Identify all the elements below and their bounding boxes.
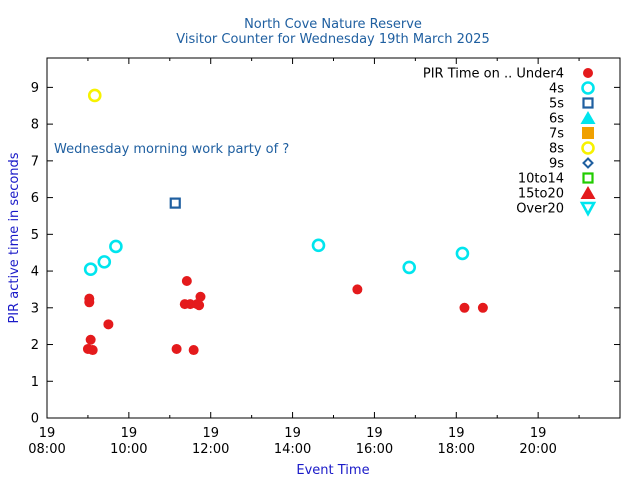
point-4s <box>402 260 417 275</box>
x-tick-day-label: 19 <box>121 426 138 441</box>
legend-marker-9s <box>582 157 594 169</box>
legend-marker-4s <box>581 81 595 95</box>
x-tick-time-label: 20:00 <box>519 442 556 457</box>
y-tick-label: 7 <box>31 154 39 169</box>
point-under4 <box>195 291 206 302</box>
legend-marker-under4 <box>583 68 593 78</box>
x-tick-day-label: 19 <box>448 426 465 441</box>
legend-marker-over20 <box>579 201 597 217</box>
legend-marker-7s <box>582 127 594 139</box>
x-tick-time-label: 14:00 <box>274 442 311 457</box>
plot-frame <box>46 57 621 419</box>
point-under4 <box>194 300 205 311</box>
point-under4 <box>352 284 363 295</box>
y-tick-label: 3 <box>31 301 39 316</box>
legend-label-5s: 5s <box>549 97 564 112</box>
x-tick-day-label: 19 <box>530 426 547 441</box>
legend-marker-8s <box>581 141 595 155</box>
legend-label-8s: 8s <box>549 142 564 157</box>
point-under4 <box>103 319 114 330</box>
point-under4 <box>85 334 96 345</box>
legend-label-under4: PIR Time on .. Under4 <box>423 67 564 82</box>
legend-label-over20: Over20 <box>516 202 564 217</box>
chart-title: North Cove Nature Reserve <box>244 17 422 32</box>
axes-ticks <box>46 58 621 419</box>
x-tick-time-label: 16:00 <box>356 442 393 457</box>
point-under4 <box>171 343 182 354</box>
y-tick-label: 2 <box>31 338 39 353</box>
point-4s <box>311 238 326 253</box>
y-tick-label: 6 <box>31 191 39 206</box>
x-tick-day-label: 19 <box>39 426 56 441</box>
y-tick-label: 5 <box>31 228 39 243</box>
x-tick-time-label: 18:00 <box>438 442 475 457</box>
y-tick-label: 0 <box>31 412 39 427</box>
chart-annotation: Wednesday morning work party of ? <box>54 142 289 157</box>
y-tick-label: 8 <box>31 118 39 133</box>
point-4s <box>97 255 112 269</box>
point-4s <box>109 239 123 254</box>
legend-marker-6s <box>580 111 596 124</box>
y-tick-label: 4 <box>31 265 39 280</box>
point-under4 <box>188 345 199 356</box>
x-tick-time-label: 08:00 <box>28 442 65 457</box>
legend-marker-10to14 <box>582 172 594 184</box>
point-under4 <box>181 275 192 286</box>
legend-label-9s: 9s <box>549 157 564 172</box>
y-axis-label: PIR active time in seconds <box>7 152 22 323</box>
y-tick-label: 1 <box>31 375 39 390</box>
x-tick-time-label: 12:00 <box>192 442 229 457</box>
x-tick-time-label: 10:00 <box>110 442 147 457</box>
legend-label-15to20: 15to20 <box>518 187 564 202</box>
point-4s <box>455 246 470 261</box>
legend-label-4s: 4s <box>549 82 564 97</box>
data-points <box>82 88 488 356</box>
legend: PIR Time on .. Under44s5s6s7s8s9s10to141… <box>423 67 597 217</box>
legend-marker-15to20 <box>580 186 596 199</box>
x-tick-day-label: 19 <box>366 426 383 441</box>
point-under4 <box>477 302 488 313</box>
legend-label-10to14: 10to14 <box>518 172 564 187</box>
x-axis-label: Event Time <box>296 463 369 478</box>
point-5s <box>169 197 181 209</box>
y-tick-labels: 0 1 2 3 4 5 6 7 8 9 <box>31 81 39 427</box>
point-under4 <box>84 293 95 304</box>
legend-label-6s: 6s <box>549 112 564 127</box>
x-tick-labels: 1908:001910:001912:001914:001916:001918:… <box>28 426 557 457</box>
point-under4 <box>87 345 98 356</box>
legend-marker-5s <box>582 97 594 109</box>
point-under4 <box>459 302 470 313</box>
point-8s <box>87 88 102 103</box>
y-tick-label: 9 <box>31 81 39 96</box>
chart-subtitle: Visitor Counter for Wednesday 19th March… <box>176 32 489 47</box>
legend-label-7s: 7s <box>549 127 564 142</box>
x-tick-day-label: 19 <box>202 426 219 441</box>
x-tick-day-label: 19 <box>284 426 301 441</box>
point-4s <box>83 262 98 277</box>
